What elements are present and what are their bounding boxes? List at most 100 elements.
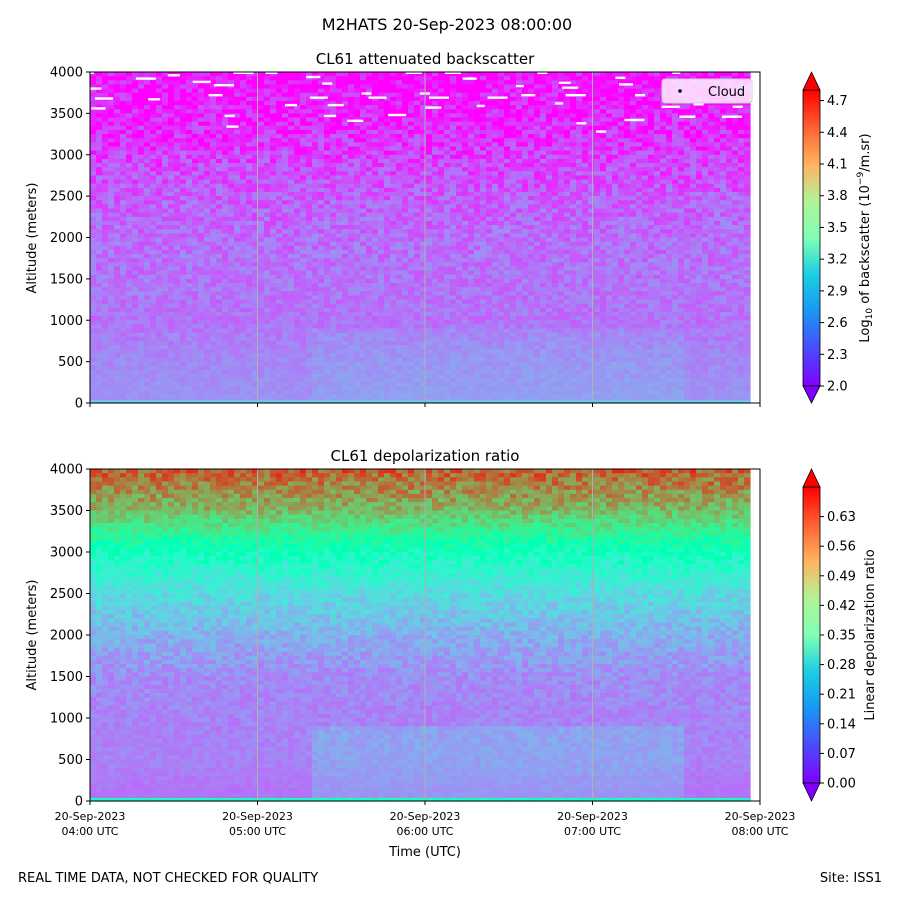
heatmap-cell — [234, 241, 241, 247]
heatmap-cell — [318, 129, 325, 135]
heatmap-cell — [456, 183, 463, 189]
heatmap-cell — [396, 212, 403, 218]
heatmap-cell — [636, 72, 643, 77]
heatmap-cell — [348, 129, 355, 135]
heatmap-cell — [732, 117, 739, 123]
heatmap-cell — [642, 92, 649, 98]
heatmap-cell — [324, 191, 331, 197]
heatmap-cell — [90, 158, 97, 164]
heatmap-cell — [438, 158, 445, 164]
heatmap-cell — [408, 191, 415, 197]
heatmap-cell — [402, 105, 409, 110]
heatmap-cell — [564, 121, 571, 127]
heatmap-cell — [528, 191, 535, 197]
heatmap-cell — [642, 196, 649, 201]
heatmap-cell — [498, 158, 505, 164]
heatmap-cell — [342, 237, 349, 243]
heatmap-cell — [138, 212, 145, 218]
heatmap-cell — [396, 163, 403, 168]
heatmap-cell — [660, 72, 667, 77]
heatmap-cell — [738, 163, 745, 168]
heatmap-cell — [648, 237, 655, 243]
heatmap-cell — [384, 142, 391, 148]
heatmap-cell — [120, 100, 127, 106]
heatmap-cell — [150, 163, 157, 168]
heatmap-cell — [396, 105, 403, 110]
heatmap-cell — [114, 229, 121, 234]
heatmap-cell — [306, 241, 313, 247]
heatmap-cell — [534, 237, 541, 243]
heatmap-cell — [372, 125, 379, 131]
heatmap-cell — [426, 72, 433, 77]
heatmap-cell — [432, 129, 439, 135]
heatmap-cell — [384, 158, 391, 164]
heatmap-cell — [144, 134, 151, 139]
heatmap-cell — [270, 225, 277, 230]
heatmap-cell — [144, 196, 151, 201]
heatmap-cell — [126, 175, 133, 181]
heatmap-cell — [462, 134, 469, 139]
heatmap-cell — [474, 216, 481, 222]
heatmap-cell — [294, 171, 301, 177]
heatmap-cell — [702, 179, 709, 185]
heatmap-cell — [180, 72, 187, 77]
heatmap-cell — [156, 88, 163, 94]
heatmap-cell — [588, 233, 595, 239]
heatmap-cell — [546, 92, 553, 98]
heatmap-cell — [528, 138, 535, 143]
heatmap-cell — [282, 158, 289, 164]
heatmap-cell — [390, 233, 397, 239]
heatmap-cell — [306, 229, 313, 234]
heatmap-cell — [486, 216, 493, 222]
heatmap-cell — [192, 96, 199, 102]
heatmap-cell — [564, 158, 571, 164]
heatmap-cell — [564, 134, 571, 139]
heatmap-cell — [96, 179, 103, 185]
heatmap-cell — [696, 129, 703, 135]
heatmap-cell — [444, 171, 451, 177]
heatmap-cell — [144, 183, 151, 189]
heatmap-cell — [198, 208, 205, 214]
heatmap-cell — [396, 134, 403, 139]
heatmap-cell — [216, 80, 223, 86]
heatmap-cell — [198, 220, 205, 226]
heatmap-cell — [258, 208, 265, 214]
heatmap-cell — [186, 191, 193, 197]
heatmap-cell — [420, 92, 427, 98]
heatmap-cell — [276, 208, 283, 214]
heatmap-cell — [138, 249, 145, 255]
heatmap-cell — [408, 117, 415, 123]
heatmap-cell — [576, 237, 583, 243]
heatmap-cell — [264, 158, 271, 164]
heatmap-cell — [468, 208, 475, 214]
heatmap-cell — [156, 84, 163, 90]
heatmap-cell — [720, 237, 727, 243]
heatmap-cell — [504, 134, 511, 139]
heatmap-cell — [654, 146, 661, 152]
heatmap-cell — [276, 237, 283, 243]
heatmap-cell — [522, 183, 529, 189]
heatmap-cell — [468, 84, 475, 90]
heatmap-cell — [558, 179, 565, 185]
heatmap-cell — [540, 229, 547, 234]
heatmap-cell — [366, 84, 373, 90]
heatmap-cell — [450, 237, 457, 243]
heatmap-cell — [210, 96, 217, 102]
heatmap-cell — [210, 229, 217, 234]
heatmap-cell — [156, 196, 163, 201]
heatmap-cell — [510, 88, 517, 94]
heatmap-cell — [210, 138, 217, 143]
heatmap-cell — [534, 134, 541, 139]
heatmap-cell — [180, 187, 187, 193]
heatmap-cell — [270, 183, 277, 189]
heatmap-cell — [600, 146, 607, 152]
heatmap-cell — [390, 72, 397, 77]
heatmap-cell — [198, 72, 205, 77]
heatmap-cell — [234, 117, 241, 123]
heatmap-cell — [168, 88, 175, 94]
heatmap-cell — [516, 88, 523, 94]
heatmap-cell — [252, 167, 259, 172]
heatmap-cell — [114, 80, 121, 86]
heatmap-cell — [156, 134, 163, 139]
heatmap-cell — [396, 233, 403, 239]
